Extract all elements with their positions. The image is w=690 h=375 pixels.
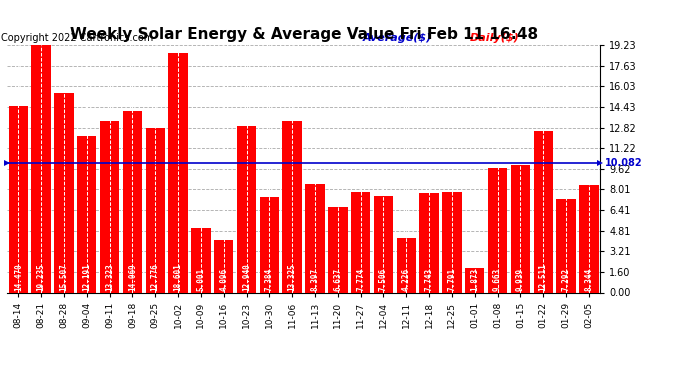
Text: 8.344: 8.344 — [584, 267, 593, 291]
Text: 12.191: 12.191 — [82, 263, 91, 291]
Text: 9.663: 9.663 — [493, 267, 502, 291]
Title: Weekly Solar Energy & Average Value Fri Feb 11 16:48: Weekly Solar Energy & Average Value Fri … — [70, 27, 538, 42]
Bar — [511, 165, 530, 292]
Text: 7.384: 7.384 — [265, 267, 274, 291]
Text: 6.637: 6.637 — [333, 267, 342, 291]
Text: Daily($): Daily($) — [470, 33, 520, 42]
Bar — [397, 238, 416, 292]
Bar — [351, 192, 371, 292]
Bar — [533, 132, 553, 292]
Bar — [214, 240, 233, 292]
Bar — [237, 126, 256, 292]
Text: 12.776: 12.776 — [150, 263, 160, 291]
Bar — [55, 93, 74, 292]
Text: 14.470: 14.470 — [14, 263, 23, 291]
Bar — [556, 199, 575, 292]
Text: 12.511: 12.511 — [539, 263, 548, 291]
Bar — [579, 185, 599, 292]
Bar — [465, 268, 484, 292]
Bar — [191, 228, 210, 292]
Bar — [123, 111, 142, 292]
Bar — [32, 45, 51, 292]
Text: Average($): Average($) — [363, 33, 432, 42]
Text: 5.001: 5.001 — [197, 267, 206, 291]
Bar — [168, 53, 188, 292]
Text: 4.096: 4.096 — [219, 267, 228, 291]
Bar — [282, 121, 302, 292]
Text: 19.235: 19.235 — [37, 263, 46, 291]
Text: 1.873: 1.873 — [471, 267, 480, 291]
Text: 18.601: 18.601 — [174, 263, 183, 291]
Text: 15.507: 15.507 — [59, 263, 68, 291]
Bar — [374, 196, 393, 292]
Bar — [305, 184, 325, 292]
Bar — [488, 168, 507, 292]
Bar — [259, 198, 279, 292]
Bar — [146, 128, 165, 292]
Text: 4.226: 4.226 — [402, 267, 411, 291]
Text: 10.082: 10.082 — [605, 158, 642, 168]
Text: 14.069: 14.069 — [128, 263, 137, 291]
Bar — [8, 106, 28, 292]
Text: 13.323: 13.323 — [105, 263, 114, 291]
Bar — [77, 136, 97, 292]
Bar — [328, 207, 348, 292]
Text: 8.397: 8.397 — [310, 267, 319, 291]
Text: 12.940: 12.940 — [242, 263, 251, 291]
Text: Copyright 2022 Cartronics.com: Copyright 2022 Cartronics.com — [1, 33, 153, 42]
Bar — [442, 192, 462, 292]
Text: 7.743: 7.743 — [424, 267, 433, 291]
Text: 7.774: 7.774 — [356, 267, 365, 291]
Text: 7.292: 7.292 — [562, 267, 571, 291]
Bar — [420, 193, 439, 292]
Text: 7.791: 7.791 — [447, 267, 457, 291]
Text: 13.325: 13.325 — [288, 263, 297, 291]
Bar — [100, 121, 119, 292]
Text: 9.939: 9.939 — [516, 267, 525, 291]
Text: 7.506: 7.506 — [379, 267, 388, 291]
